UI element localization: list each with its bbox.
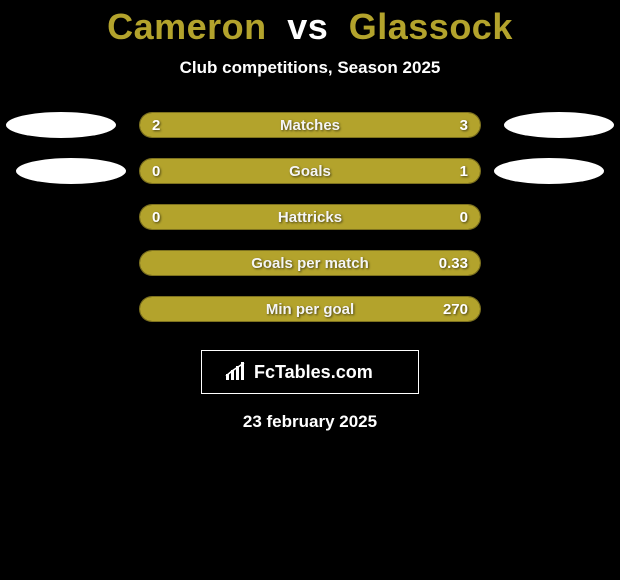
team-ellipse-left bbox=[6, 112, 116, 138]
stat-value-right: 270 bbox=[443, 297, 468, 322]
team-ellipse-right bbox=[504, 112, 614, 138]
page-title: Cameron vs Glassock bbox=[0, 6, 620, 48]
stat-value-right: 0.33 bbox=[439, 251, 468, 276]
stat-value-right: 3 bbox=[460, 113, 468, 138]
stat-row: 0Goals1 bbox=[0, 158, 620, 184]
fctables-logo: FcTables.com bbox=[201, 350, 419, 394]
subtitle: Club competitions, Season 2025 bbox=[0, 58, 620, 78]
title-player2: Glassock bbox=[349, 6, 513, 47]
stat-label: Hattricks bbox=[140, 205, 480, 230]
stat-label: Goals per match bbox=[140, 251, 480, 276]
stat-row: Min per goal270 bbox=[0, 296, 620, 322]
comparison-infographic: Cameron vs Glassock Club competitions, S… bbox=[0, 6, 620, 580]
stat-value-right: 1 bbox=[460, 159, 468, 184]
stat-label: Goals bbox=[140, 159, 480, 184]
stats-rows: 2Matches30Goals10Hattricks0Goals per mat… bbox=[0, 112, 620, 322]
title-player1: Cameron bbox=[107, 6, 267, 47]
stat-label: Matches bbox=[140, 113, 480, 138]
stat-bar: Goals per match0.33 bbox=[139, 250, 481, 276]
team-ellipse-left bbox=[16, 158, 126, 184]
team-ellipse-right bbox=[494, 158, 604, 184]
stat-bar: Min per goal270 bbox=[139, 296, 481, 322]
title-vs: vs bbox=[287, 6, 328, 47]
fctables-logo-svg: FcTables.com bbox=[220, 358, 400, 386]
stat-row: 2Matches3 bbox=[0, 112, 620, 138]
date-label: 23 february 2025 bbox=[0, 412, 620, 432]
stat-value-right: 0 bbox=[460, 205, 468, 230]
stat-row: 0Hattricks0 bbox=[0, 204, 620, 230]
stat-bar: 0Hattricks0 bbox=[139, 204, 481, 230]
stat-bar: 2Matches3 bbox=[139, 112, 481, 138]
stat-row: Goals per match0.33 bbox=[0, 250, 620, 276]
stat-label: Min per goal bbox=[140, 297, 480, 322]
stat-bar: 0Goals1 bbox=[139, 158, 481, 184]
svg-text:FcTables.com: FcTables.com bbox=[254, 362, 373, 382]
